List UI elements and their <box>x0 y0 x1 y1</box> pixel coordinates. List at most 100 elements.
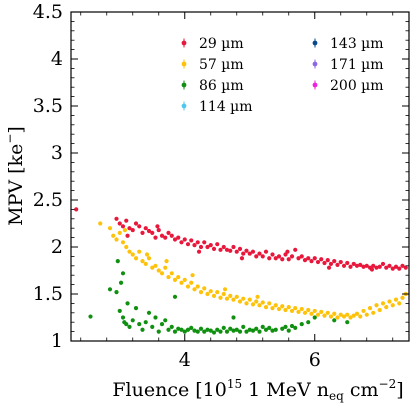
data-point <box>257 329 262 334</box>
data-point <box>335 262 340 267</box>
data-point <box>387 299 392 304</box>
data-point <box>190 273 195 278</box>
data-point <box>351 313 356 318</box>
data-point <box>88 314 93 319</box>
data-point <box>198 244 204 250</box>
data-point <box>319 257 324 262</box>
data-point <box>172 277 178 282</box>
data-point <box>302 310 308 315</box>
data-point <box>166 274 171 280</box>
data-point <box>107 226 113 231</box>
data-point <box>299 254 304 259</box>
data-point <box>202 286 207 291</box>
data-point <box>270 306 275 311</box>
data-point <box>263 249 269 254</box>
legend-marker <box>181 82 187 88</box>
legend-marker <box>312 61 318 67</box>
data-point <box>315 259 321 265</box>
data-point <box>120 315 126 320</box>
data-point <box>267 301 272 306</box>
data-point <box>309 259 314 264</box>
data-point <box>74 207 79 212</box>
data-point <box>143 261 148 267</box>
data-point <box>137 224 142 229</box>
data-point <box>124 244 129 250</box>
data-point <box>244 329 249 334</box>
data-point <box>250 249 256 254</box>
data-point <box>293 306 298 311</box>
x-tick-label: 6 <box>309 349 321 371</box>
data-point <box>361 308 366 314</box>
data-point <box>393 297 399 302</box>
data-point <box>364 312 369 317</box>
data-point <box>326 265 332 270</box>
data-point <box>234 327 239 332</box>
data-point <box>354 263 360 268</box>
y-tick-label: 3 <box>51 142 63 164</box>
data-point <box>169 233 174 238</box>
data-point <box>231 328 236 333</box>
data-point <box>125 233 130 238</box>
data-point <box>289 254 295 259</box>
y-tick-label: 4 <box>51 48 63 70</box>
data-point <box>380 261 386 267</box>
data-point <box>163 318 168 323</box>
data-point <box>218 295 223 300</box>
data-point <box>306 307 311 313</box>
data-point <box>345 260 350 266</box>
data-point <box>114 237 119 242</box>
data-point <box>280 304 285 309</box>
data-point <box>179 327 184 332</box>
data-point <box>202 329 207 334</box>
legend: 29 µm 57 µm 86 µm 114 µm 143 µm 171 µm 200 µm <box>181 36 384 115</box>
data-point <box>351 261 356 267</box>
data-point <box>289 323 295 329</box>
data-point <box>247 327 252 332</box>
data-point <box>374 303 379 308</box>
legend-marker <box>312 82 318 88</box>
data-point <box>319 309 324 314</box>
data-point <box>263 327 269 332</box>
data-point <box>179 280 184 285</box>
data-point <box>270 252 275 257</box>
data-point <box>237 299 243 304</box>
data-point <box>283 307 288 313</box>
data-point <box>312 308 317 314</box>
data-point <box>250 302 256 307</box>
data-point <box>159 321 165 327</box>
data-point <box>254 326 259 331</box>
data-point <box>332 318 337 323</box>
data-point <box>299 306 304 312</box>
data-point <box>221 244 226 250</box>
legend-entry-label: 200 µm <box>330 78 384 94</box>
data-point <box>143 320 148 325</box>
data-point <box>137 321 142 327</box>
data-point <box>153 263 158 268</box>
data-point <box>198 290 204 295</box>
data-point <box>153 235 158 240</box>
data-point <box>234 294 239 299</box>
legend-entry-label: 143 µm <box>330 36 384 52</box>
data-point <box>267 256 272 261</box>
data-point <box>205 327 210 332</box>
data-point <box>127 324 132 329</box>
data-point <box>120 271 126 276</box>
data-point <box>237 329 243 334</box>
data-point <box>335 315 340 320</box>
data-point <box>302 258 308 263</box>
data-point <box>280 257 285 262</box>
data-point <box>224 296 230 301</box>
data-point <box>114 216 119 221</box>
data-point <box>280 326 285 331</box>
data-point <box>185 284 191 289</box>
data-point <box>367 306 373 311</box>
data-point <box>118 280 124 285</box>
data-point <box>189 280 194 285</box>
data-point <box>312 256 317 261</box>
data-point <box>195 284 200 289</box>
data-point <box>182 237 187 242</box>
data-point <box>231 297 236 302</box>
data-point <box>299 321 304 327</box>
data-point <box>364 263 369 268</box>
data-point <box>150 230 155 235</box>
